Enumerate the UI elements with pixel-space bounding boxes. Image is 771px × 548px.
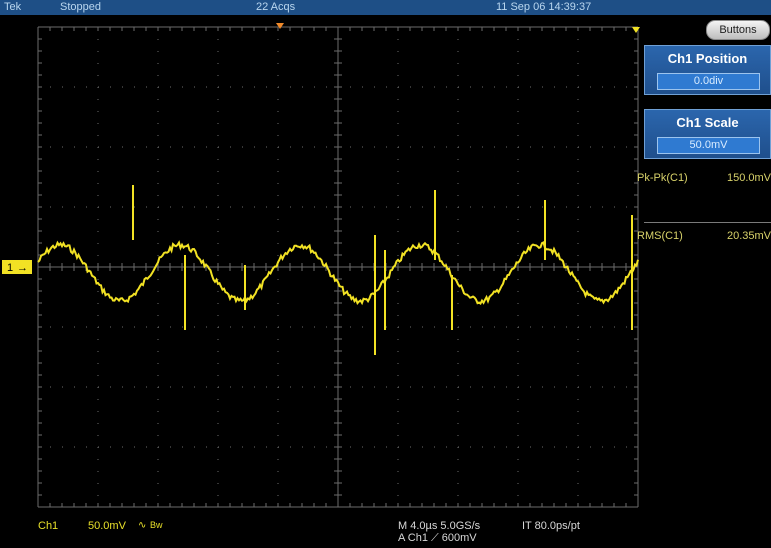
noise-spikes	[132, 185, 633, 355]
ch1-ground-marker[interactable]	[2, 260, 32, 274]
graticule	[37, 26, 639, 508]
svg-text:→: →	[17, 262, 28, 274]
ch1-trace	[37, 240, 639, 306]
status-bar: Tek Stopped 22 Acqs 11 Sep 06 14:39:37	[0, 0, 771, 15]
acquisition-count: 22 Acqs	[256, 1, 296, 13]
measurement-name: RMS(C1)	[637, 230, 683, 242]
ch1-position-value[interactable]: 0.0div	[657, 73, 760, 90]
trigger-level-marker	[632, 27, 640, 33]
buttons-button[interactable]: Buttons	[706, 20, 770, 40]
measurement-value: 150.0mV	[726, 172, 771, 184]
ch1-position-panel[interactable]: Ch1 Position 0.0div	[644, 45, 771, 95]
brand-label: Tek	[4, 1, 22, 13]
ch1-scale-value[interactable]: 50.0mV	[657, 137, 760, 154]
readout-channel: Ch1	[38, 520, 59, 532]
coupling-icon: ∿	[138, 520, 147, 531]
trigger-position-marker	[276, 23, 284, 29]
measurement-divider	[644, 222, 771, 223]
run-state: Stopped	[60, 1, 101, 13]
ch1-scale-title: Ch1 Scale	[676, 115, 739, 130]
measurement-name: Pk-Pk(C1)	[637, 172, 688, 184]
ch1-marker-label: 1	[7, 262, 13, 274]
ch1-scale-panel[interactable]: Ch1 Scale 50.0mV	[644, 109, 771, 159]
datetime: 11 Sep 06 14:39:37	[496, 1, 592, 13]
ch1-position-title: Ch1 Position	[667, 51, 748, 66]
measurement-value: 20.35mV	[726, 230, 771, 242]
readout-bw: Bw	[150, 520, 163, 530]
readout-trigger: A Ch1 ⟋ 600mV	[398, 532, 477, 544]
readout-interp: IT 80.0ps/pt	[522, 520, 580, 532]
readout-timebase: M 4.0µs 5.0GS/s	[398, 520, 481, 532]
readout-scale: 50.0mV	[88, 520, 126, 532]
